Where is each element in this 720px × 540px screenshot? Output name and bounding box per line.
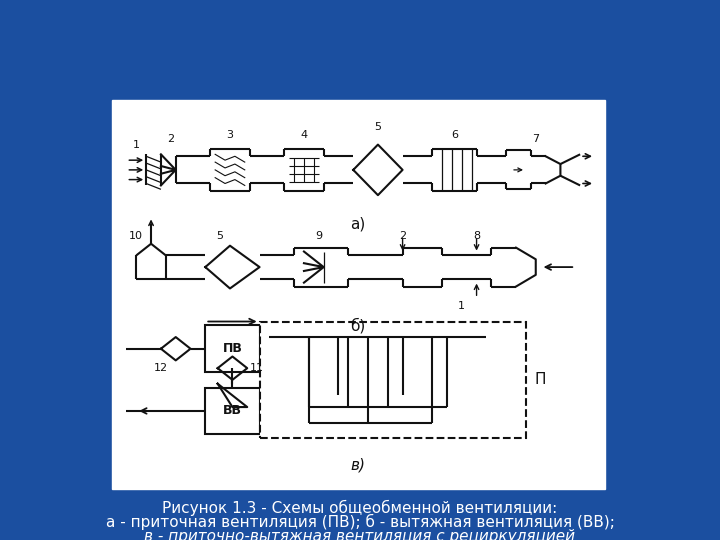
Text: а - приточная вентиляция (ПВ); б - вытяжная вентиляция (ВВ);: а - приточная вентиляция (ПВ); б - вытяж… [106, 514, 614, 530]
Text: 2: 2 [399, 231, 406, 241]
Text: 1: 1 [458, 301, 465, 311]
Text: в): в) [351, 458, 366, 473]
Text: 3: 3 [227, 130, 233, 140]
Text: 7: 7 [532, 134, 539, 144]
Text: 10: 10 [130, 231, 143, 241]
Text: Рисунок 1.3 - Схемы общеобменной вентиляции:: Рисунок 1.3 - Схемы общеобменной вентиля… [163, 500, 557, 516]
Text: 5: 5 [217, 231, 224, 241]
Text: 8: 8 [473, 231, 480, 241]
Text: 2: 2 [167, 134, 174, 144]
Bar [112, 100, 605, 489]
Text: 4: 4 [300, 130, 307, 140]
Text: ВВ: ВВ [223, 404, 242, 417]
Text: 1: 1 [132, 140, 140, 150]
Text: 11: 11 [250, 363, 264, 373]
Bar [205, 388, 260, 434]
Bar [260, 321, 526, 438]
Text: в - приточно-вытяжная вентиляция с рециркуляцией: в - приточно-вытяжная вентиляция с рецир… [145, 529, 575, 540]
Text: 12: 12 [154, 363, 168, 373]
Text: 9: 9 [315, 231, 323, 241]
Text: ПВ: ПВ [222, 342, 243, 355]
Text: П: П [535, 373, 546, 387]
Text: б): б) [351, 318, 366, 333]
Text: 5: 5 [374, 122, 382, 132]
Text: а): а) [351, 217, 366, 232]
Text: 6: 6 [451, 130, 458, 140]
Bar [205, 326, 260, 372]
